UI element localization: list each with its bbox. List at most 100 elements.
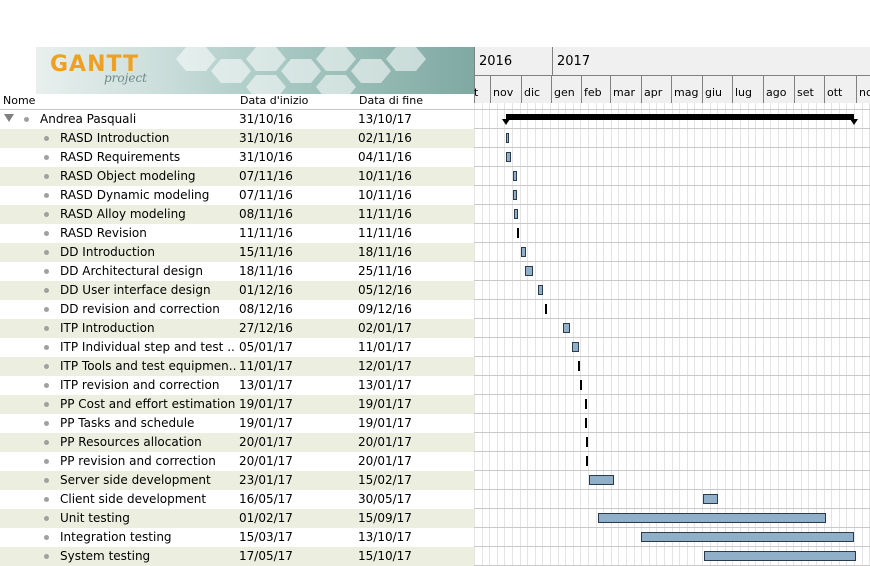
task-bar[interactable] (598, 513, 826, 523)
task-row[interactable]: PP Resources allocation 20/01/17 20/01/17 (0, 433, 474, 452)
task-name[interactable]: RASD Revision (60, 226, 147, 240)
task-bar[interactable] (506, 133, 510, 143)
task-row[interactable]: Server side development 23/01/17 15/02/17 (0, 471, 474, 490)
task-end-date[interactable]: 04/11/16 (358, 150, 412, 164)
task-start-date[interactable]: 01/02/17 (239, 511, 293, 525)
task-bar[interactable] (544, 304, 547, 314)
task-end-date[interactable]: 15/09/17 (358, 511, 412, 525)
task-start-date[interactable]: 31/10/16 (239, 112, 293, 126)
task-start-date[interactable]: 01/12/16 (239, 283, 293, 297)
task-bar[interactable] (538, 285, 543, 295)
task-end-date[interactable]: 15/10/17 (358, 549, 412, 563)
task-start-date[interactable]: 20/01/17 (239, 454, 293, 468)
task-name[interactable]: RASD Alloy modeling (60, 207, 186, 221)
task-end-date[interactable]: 13/10/17 (358, 112, 412, 126)
task-start-date[interactable]: 07/11/16 (239, 188, 293, 202)
task-start-date[interactable]: 17/05/17 (239, 549, 293, 563)
task-start-date[interactable]: 18/11/16 (239, 264, 293, 278)
task-name[interactable]: RASD Requirements (60, 150, 181, 164)
task-start-date[interactable]: 05/01/17 (239, 340, 293, 354)
task-bar[interactable] (579, 380, 582, 390)
task-end-date[interactable]: 15/02/17 (358, 473, 412, 487)
task-start-date[interactable]: 15/03/17 (239, 530, 293, 544)
task-end-date[interactable]: 10/11/16 (358, 188, 412, 202)
task-end-date[interactable]: 13/10/17 (358, 530, 412, 544)
task-start-date[interactable]: 20/01/17 (239, 435, 293, 449)
task-name[interactable]: PP Resources allocation (60, 435, 202, 449)
task-row[interactable]: DD revision and correction 08/12/16 09/12/… (0, 300, 474, 319)
task-start-date[interactable]: 11/11/16 (239, 226, 293, 240)
task-row[interactable]: RASD Introduction 31/10/16 02/11/16 (0, 129, 474, 148)
task-end-date[interactable]: 30/05/17 (358, 492, 412, 506)
task-row[interactable]: System testing 17/05/17 15/10/17 (0, 547, 474, 566)
task-row[interactable]: Integration testing 15/03/17 13/10/17 (0, 528, 474, 547)
task-row[interactable]: RASD Alloy modeling 08/11/16 11/11/16 (0, 205, 474, 224)
task-name[interactable]: DD revision and correction (60, 302, 220, 316)
task-start-date[interactable]: 23/01/17 (239, 473, 293, 487)
task-end-date[interactable]: 05/12/16 (358, 283, 412, 297)
task-name[interactable]: DD Introduction (60, 245, 155, 259)
task-end-date[interactable]: 12/01/17 (358, 359, 412, 373)
task-start-date[interactable]: 08/12/16 (239, 302, 293, 316)
task-row[interactable]: RASD Revision 11/11/16 11/11/16 (0, 224, 474, 243)
task-name[interactable]: ITP Introduction (60, 321, 155, 335)
task-start-date[interactable]: 08/11/16 (239, 207, 293, 221)
task-name[interactable]: Server side development (60, 473, 211, 487)
task-bar[interactable] (585, 399, 588, 409)
task-name[interactable]: DD Architectural design (60, 264, 203, 278)
task-end-date[interactable]: 10/11/16 (358, 169, 412, 183)
task-name[interactable]: RASD Object modeling (60, 169, 196, 183)
task-name[interactable]: Unit testing (60, 511, 130, 525)
task-row[interactable]: PP revision and correction 20/01/17 20/01/… (0, 452, 474, 471)
task-name[interactable]: PP Tasks and schedule (60, 416, 195, 430)
collapse-triangle-icon[interactable] (4, 114, 14, 122)
task-name[interactable]: PP Cost and effort estimation (60, 397, 236, 411)
task-bar[interactable] (513, 171, 518, 181)
task-row[interactable]: ITP Tools and test equipmen... 11/01/17 12… (0, 357, 474, 376)
task-end-date[interactable]: 02/11/16 (358, 131, 412, 145)
task-row[interactable]: DD Architectural design 18/11/16 25/11/16 (0, 262, 474, 281)
column-header-end[interactable]: Data di fine (359, 94, 423, 107)
task-start-date[interactable]: 31/10/16 (239, 150, 293, 164)
task-end-date[interactable]: 09/12/16 (358, 302, 412, 316)
task-bar[interactable] (563, 323, 570, 333)
task-bar[interactable] (589, 475, 614, 485)
task-name[interactable]: System testing (60, 549, 151, 563)
task-bar[interactable] (571, 342, 579, 352)
task-name[interactable]: ITP Individual step and test ... (60, 340, 236, 354)
task-bar[interactable] (514, 209, 519, 219)
task-row[interactable]: DD User interface design 01/12/16 05/12/16 (0, 281, 474, 300)
task-start-date[interactable]: 19/01/17 (239, 397, 293, 411)
task-start-date[interactable]: 07/11/16 (239, 169, 293, 183)
task-end-date[interactable]: 18/11/16 (358, 245, 412, 259)
task-end-date[interactable]: 19/01/17 (358, 416, 412, 430)
task-start-date[interactable]: 19/01/17 (239, 416, 293, 430)
task-bar[interactable] (506, 152, 512, 162)
task-row[interactable]: RASD Object modeling 07/11/16 10/11/16 (0, 167, 474, 186)
task-start-date[interactable]: 31/10/16 (239, 131, 293, 145)
task-bar[interactable] (641, 532, 855, 542)
task-start-date[interactable]: 15/11/16 (239, 245, 293, 259)
task-end-date[interactable]: 11/11/16 (358, 207, 412, 221)
task-row[interactable]: ITP revision and correction 13/01/17 13/01… (0, 376, 474, 395)
task-end-date[interactable]: 25/11/16 (358, 264, 412, 278)
task-start-date[interactable]: 11/01/17 (239, 359, 293, 373)
task-name[interactable]: Client side development (60, 492, 207, 506)
task-name[interactable]: Andrea Pasquali (40, 112, 137, 126)
summary-task-row[interactable]: Andrea Pasquali 31/10/16 13/10/17 (0, 110, 474, 129)
task-name[interactable]: PP revision and correction (60, 454, 216, 468)
column-header-start[interactable]: Data d'inizio (240, 94, 309, 107)
task-name[interactable]: DD User interface design (60, 283, 211, 297)
task-row[interactable]: Client side development 16/05/17 30/05/17 (0, 490, 474, 509)
task-bar[interactable] (524, 266, 533, 276)
task-end-date[interactable]: 02/01/17 (358, 321, 412, 335)
task-start-date[interactable]: 27/12/16 (239, 321, 293, 335)
task-name[interactable]: Integration testing (60, 530, 172, 544)
task-row[interactable]: RASD Requirements 31/10/16 04/11/16 (0, 148, 474, 167)
task-bar[interactable] (586, 437, 589, 447)
task-start-date[interactable]: 16/05/17 (239, 492, 293, 506)
task-name[interactable]: ITP Tools and test equipmen... (60, 359, 236, 373)
task-row[interactable]: PP Tasks and schedule 19/01/17 19/01/17 (0, 414, 474, 433)
task-bar[interactable] (704, 551, 857, 561)
task-end-date[interactable]: 11/01/17 (358, 340, 412, 354)
